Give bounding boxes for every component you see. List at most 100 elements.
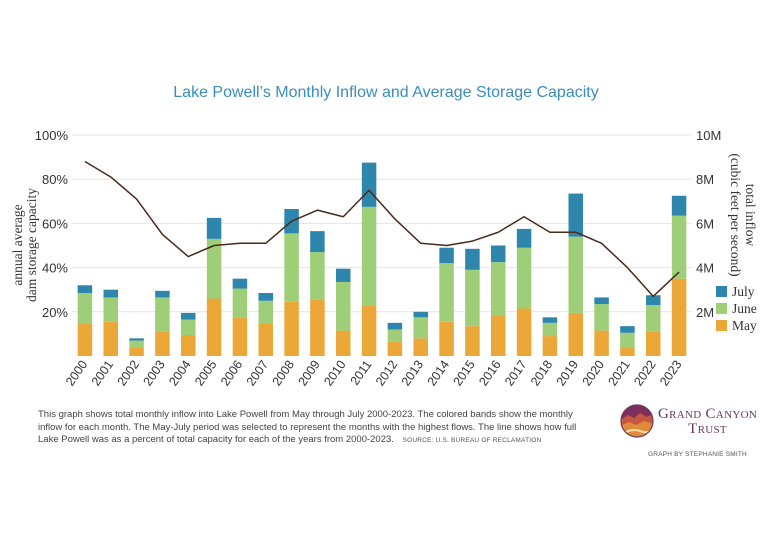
y-axis-label-right: total inflow(cubic feet per second) [728, 153, 758, 276]
bar-july-2022 [646, 295, 661, 306]
y-axis-label-left: annual averagedam storage capacity [10, 188, 39, 302]
x-tick-label: 2008 [270, 358, 297, 389]
y-tick-left: 60% [42, 216, 68, 231]
y-tick-right: 6M [696, 216, 714, 231]
bar-june-2003 [155, 297, 170, 332]
bar-may-2012 [387, 341, 403, 356]
legend-swatch-may [716, 320, 727, 331]
x-tick-label: 2011 [348, 358, 375, 388]
bar-may-2000 [77, 323, 93, 356]
bar-june-2008 [284, 233, 299, 302]
bar-july-2013 [413, 311, 428, 318]
bar-june-2023 [671, 215, 687, 279]
bar-may-2004 [181, 335, 196, 356]
caption-text: This graph shows total monthly inflow in… [38, 409, 577, 445]
bar-may-2016 [491, 315, 506, 356]
legend-label-may: May [732, 318, 757, 333]
x-tick-label: 2001 [89, 358, 116, 389]
bar-june-2010 [336, 281, 351, 331]
bar-july-2015 [465, 248, 480, 270]
logo-line-1: Grand Canyon [658, 406, 758, 422]
legend-label-july: July [732, 284, 755, 299]
bar-may-2014 [439, 321, 454, 356]
legend: July June May [716, 284, 757, 333]
y-axis-label-left-line: dam storage capacity [24, 188, 39, 302]
x-tick-label: 2006 [218, 358, 245, 389]
bar-july-2012 [387, 322, 403, 330]
x-tick-label: 2022 [631, 358, 658, 389]
y-tick-right: 8M [696, 172, 714, 187]
x-tick-label: 2003 [140, 358, 167, 389]
bar-may-2007 [258, 323, 273, 356]
legend-label-june: June [732, 301, 757, 316]
bar-july-2018 [542, 317, 558, 323]
bar-may-2002 [129, 347, 144, 356]
x-tick-label: 2012 [373, 358, 400, 389]
bar-may-2009 [310, 299, 325, 356]
logo-text: Grand Canyon Trust [658, 406, 757, 437]
bar-july-2003 [155, 290, 170, 298]
bar-june-2018 [542, 322, 558, 337]
grand-canyon-trust-logo: Grand Canyon Trust [620, 404, 757, 444]
y-axis-label-right-line: (cubic feet per second) [728, 153, 743, 276]
bar-may-2008 [284, 301, 299, 356]
bar-june-2001 [103, 297, 118, 322]
axes: 20%40%60%80%100%2M4M6M8M10M2000200120022… [10, 128, 758, 389]
bar-june-2011 [361, 206, 377, 306]
y-tick-left: 20% [42, 305, 68, 320]
bar-june-2014 [439, 263, 454, 322]
bar-may-2022 [646, 331, 661, 356]
y-axis-label-right-line: total inflow [743, 184, 758, 247]
bar-july-2007 [258, 293, 273, 301]
x-tick-label: 2019 [554, 358, 581, 389]
caption: This graph shows total monthly inflow in… [38, 409, 598, 448]
bar-june-2007 [258, 300, 273, 324]
bar-july-2019 [568, 193, 583, 237]
bar-may-2019 [568, 312, 583, 356]
y-tick-right: 10M [696, 128, 721, 143]
x-tick-label: 2018 [528, 358, 555, 389]
bar-may-2017 [516, 308, 532, 356]
bar-june-2004 [181, 319, 196, 335]
bar-may-2010 [336, 330, 351, 356]
bar-june-2013 [413, 317, 428, 339]
caption-source: SOURCE: U.S. BUREAU OF RECLAMATION [402, 437, 542, 444]
x-tick-label: 2023 [657, 358, 684, 389]
bar-july-2020 [594, 297, 609, 305]
bar-june-2020 [594, 304, 609, 331]
bar-july-2011 [361, 162, 377, 207]
x-tick-label: 2002 [115, 358, 142, 389]
x-tick-label: 2005 [192, 358, 219, 389]
y-tick-left: 80% [42, 172, 68, 187]
bar-may-2003 [155, 331, 170, 356]
capacity-line-group [84, 160, 680, 298]
bar-may-2018 [542, 336, 558, 356]
bar-may-2013 [413, 338, 428, 356]
bar-july-2002 [129, 338, 144, 341]
x-tick-label: 2020 [580, 358, 607, 389]
bar-july-2009 [310, 231, 325, 253]
x-tick-label: 2015 [450, 358, 477, 389]
x-tick-label: 2016 [476, 358, 503, 389]
bar-may-2006 [232, 317, 248, 356]
bar-june-2009 [310, 252, 325, 300]
bar-july-2005 [206, 217, 222, 239]
y-axis-label-left-line: annual average [10, 204, 25, 285]
graph-credit: GRAPH BY STEPHANIE SMITH [648, 451, 747, 458]
bar-july-2014 [439, 247, 454, 264]
bar-may-2021 [620, 347, 635, 356]
chart-title: Lake Powell’s Monthly Inflow and Average… [173, 84, 598, 101]
bar-july-2023 [671, 195, 687, 216]
bar-july-2016 [491, 245, 506, 263]
y-tick-right: 2M [696, 305, 714, 320]
bar-july-2021 [620, 326, 635, 333]
x-tick-label: 2007 [244, 358, 271, 389]
legend-swatch-july [716, 286, 727, 297]
legend-swatch-june [716, 303, 727, 314]
bar-may-2015 [465, 326, 480, 356]
bar-july-2000 [77, 285, 93, 294]
bar-july-2004 [181, 312, 196, 320]
bar-june-2005 [206, 238, 222, 299]
bar-may-2020 [594, 330, 609, 356]
bar-june-2012 [387, 329, 403, 342]
